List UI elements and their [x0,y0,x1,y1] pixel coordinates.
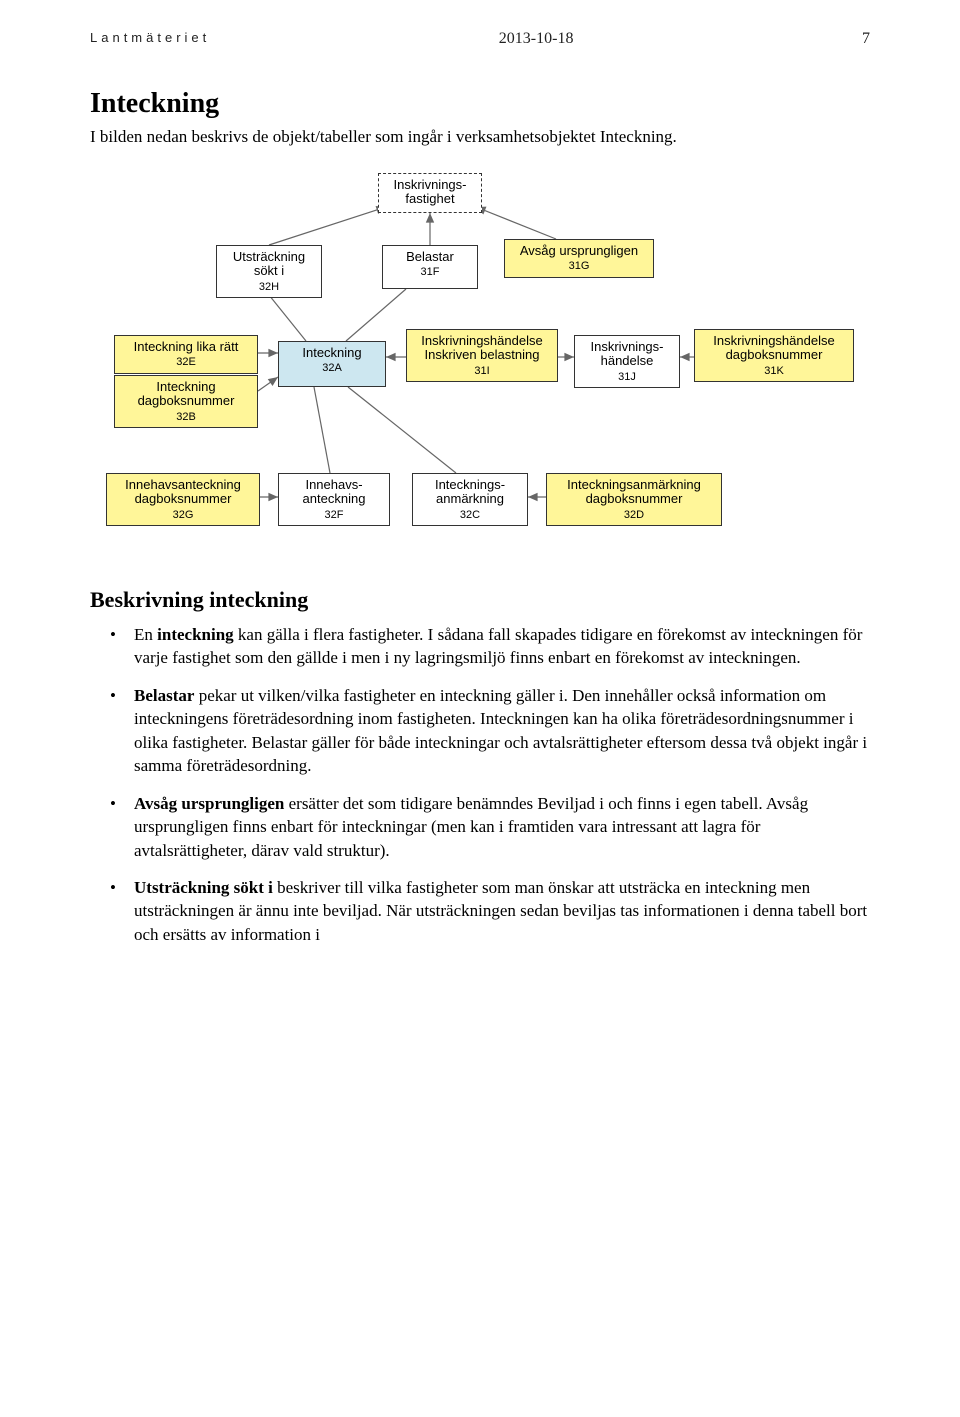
diagram-node-utstr: Utsträckningsökt i32H [216,245,322,298]
bullet-item: Utsträckning sökt i beskriver till vilka… [134,876,870,946]
diagram-node-ins_bel: InskrivningshändelseInskriven belastning… [406,329,558,382]
diagram-node-ins_hand_dag: Inskrivningshändelsedagboksnummer31K [694,329,854,382]
diagram-node-int_dag: Inteckningdagboksnummer32B [114,375,258,428]
diagram-node-belastar: Belastar31F [382,245,478,289]
bullet-item: En inteckning kan gälla i flera fastighe… [134,623,870,670]
bullet-list: En inteckning kan gälla i flera fastighe… [134,623,870,946]
header-left: Lantmäteriet [90,30,210,48]
section-title: Inteckning [90,88,870,120]
diagram-node-int_anm: Intecknings-anmärkning32C [412,473,528,526]
header-date: 2013-10-18 [499,30,574,48]
diagram: Inskrivnings-fastighet Utsträckningsökt i… [86,167,826,567]
diagram-node-int_anm_dag: Inteckningsanmärkningdagboksnummer32D [546,473,722,526]
diagram-node-int: Inteckning32A [278,341,386,387]
intro-paragraph: I bilden nedan beskrivs de objekt/tabell… [90,126,870,149]
bullet-item: Belastar pekar ut vilken/vilka fastighet… [134,684,870,778]
diagram-node-insk_fast: Inskrivnings-fastighet [378,173,482,213]
subheading: Beskrivning inteckning [90,587,870,613]
diagram-node-int_lika: Inteckning lika rätt32E [114,335,258,374]
bullet-item: Avsåg ursprungligen ersätter det som tid… [134,792,870,862]
diagram-node-inn_ant: Innehavs-anteckning32F [278,473,390,526]
diagram-node-avsag: Avsåg ursprungligen31G [504,239,654,278]
diagram-node-ins_hand: Inskrivnings-händelse31J [574,335,680,388]
header-pagenum: 7 [862,30,870,48]
page-header: Lantmäteriet 2013-10-18 7 [90,30,870,48]
diagram-node-inn_ant_dag: Innehavsanteckningdagboksnummer32G [106,473,260,526]
